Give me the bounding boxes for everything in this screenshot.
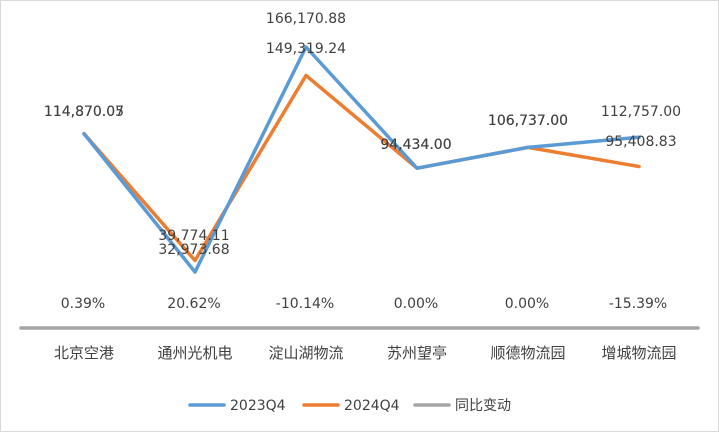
change-label-2: -10.14%: [276, 296, 334, 312]
data-label-2024Q4-2: 149,319.24: [266, 41, 346, 57]
data-label-2023Q4-1: 32,973.68: [158, 242, 229, 258]
change-label-0: 0.39%: [61, 296, 105, 312]
change-label-5: -15.39%: [609, 296, 667, 312]
x-tick-label-2: 淀山湖物流: [268, 344, 343, 362]
x-tick-label-3: 苏州望亭: [387, 344, 447, 362]
data-label-2023Q4-2: 166,170.88: [266, 11, 346, 27]
x-tick-label-1: 通州光机电: [157, 344, 232, 362]
data-label-layer: 114,870.0532,973.68166,170.8894,434.0010…: [44, 11, 681, 258]
change-label-1: 20.62%: [167, 296, 220, 312]
legend-label-同比变动: 同比变动: [455, 398, 511, 414]
data-label-2024Q4-0: 114,870.07: [44, 104, 124, 120]
change-label-3: 0.00%: [394, 296, 438, 312]
data-label-2023Q4-5: 112,757.00: [601, 104, 681, 120]
legend-label-2023Q4: 2023Q4: [230, 398, 286, 414]
legend-label-2024Q4: 2024Q4: [344, 398, 400, 414]
data-label-2024Q4-1: 39,774.11: [158, 228, 229, 244]
data-label-2024Q4-5: 95,408.83: [605, 134, 676, 150]
x-axis: 北京空港 通州光机电 淀山湖物流 苏州望亭 顺德物流园 增城物流园: [21, 328, 698, 362]
change-label-4: 0.00%: [505, 296, 549, 312]
data-label-2024Q4-3: 94,434.00: [380, 137, 451, 153]
change-label-layer: 0.39% 20.62% -10.14% 0.00% 0.00% -15.39%: [61, 296, 667, 312]
legend: 2023Q4 2024Q4 同比变动: [190, 398, 511, 414]
data-label-2024Q4-4: 106,737.00: [488, 113, 568, 129]
x-tick-label-5: 增城物流园: [601, 344, 676, 362]
x-tick-label-0: 北京空港: [54, 344, 114, 362]
x-tick-label-4: 顺德物流园: [490, 344, 565, 362]
